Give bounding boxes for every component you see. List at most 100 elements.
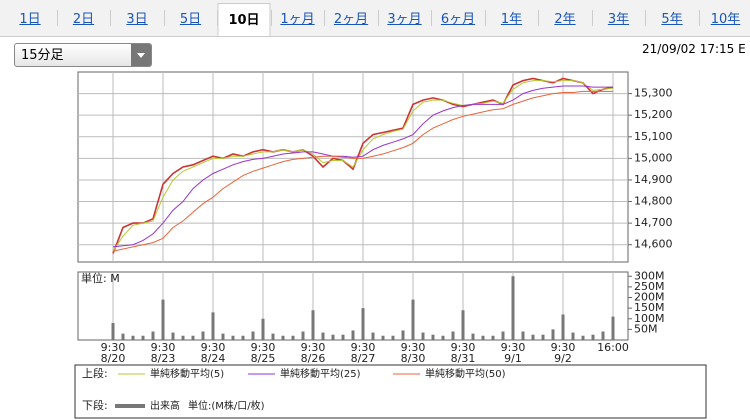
tab-separator [645, 10, 646, 26]
y-tick-label: 14,700 [634, 216, 673, 229]
select-arrow[interactable] [131, 44, 151, 66]
x-tick-label: 9:30 [101, 341, 126, 354]
tab-separator [56, 10, 58, 26]
volume-bar [351, 330, 355, 340]
legend-unit: 単位:(M株/口/枚) [188, 399, 265, 412]
x-date-label: 8/25 [251, 352, 276, 365]
tab[interactable]: 6ヶ月 [440, 12, 476, 27]
y-tick-label: 14,800 [634, 195, 673, 208]
volume-bar [111, 323, 115, 340]
tab[interactable]: 10年 [710, 12, 741, 27]
legend-entry: 単純移動平均(50) [425, 367, 506, 380]
volume-bar [311, 310, 315, 340]
x-tick-label: 9:30 [501, 341, 526, 354]
tab[interactable]: 10日 [217, 3, 271, 36]
tab[interactable]: 3年 [607, 12, 630, 27]
volume-bar [421, 332, 425, 340]
x-tick-label: 9:30 [151, 341, 176, 354]
y-tick-label: 300M [634, 269, 665, 282]
volume-bar [131, 335, 135, 340]
select-text: 15分足 [21, 48, 64, 63]
legend-lower-label: 下段: [82, 398, 108, 412]
x-date-label: 9/2 [554, 352, 572, 365]
volume-bar [461, 310, 465, 340]
volume-bar [171, 332, 175, 340]
volume-bar [401, 330, 405, 340]
timestamp: 21/09/02 17:15 E [642, 42, 746, 56]
x-tick-label: 16:00 [597, 341, 629, 354]
tab[interactable]: 5年 [661, 12, 683, 27]
legend-upper-label: 上段: [82, 366, 108, 380]
volume-bar [451, 331, 455, 340]
volume-bar [491, 335, 495, 340]
tab-separator [538, 10, 539, 26]
volume-bar [121, 333, 125, 340]
volume-bar [251, 331, 255, 340]
unit-title: 単位: M [81, 271, 120, 285]
volume-bar [511, 276, 515, 340]
x-date-label: 9/1 [504, 352, 522, 365]
x-date-label: 8/27 [351, 352, 376, 365]
volume-bar [431, 334, 435, 340]
volume-bar [211, 312, 215, 340]
x-date-label: 8/30 [401, 352, 426, 365]
price-line [112, 80, 614, 252]
volume-bar [191, 335, 195, 340]
legend-entry: 単純移動平均(25) [280, 367, 361, 380]
tab[interactable]: 3日 [126, 12, 148, 27]
tab-separator [270, 10, 272, 26]
volume-bar [281, 335, 285, 340]
volume-bar [151, 331, 155, 340]
volume-bar [241, 335, 245, 340]
y-tick-label: 200M [634, 291, 665, 304]
volume-bar [381, 335, 385, 340]
volume-bar [181, 335, 185, 340]
volume-bar [391, 335, 395, 340]
y-tick-label: 14,900 [634, 173, 673, 186]
volume-bar [331, 334, 335, 340]
price-line [112, 77, 614, 254]
interval-select[interactable]: 15分足 [14, 43, 152, 67]
tab-bar: 1日 2日 3日 5日 10日 1ヶ月 2ヶ月 3ヶ月 6ヶ月 1年 2年 3年 5年 10年 [0, 0, 750, 37]
tab[interactable]: 1年 [500, 12, 523, 27]
x-date-label: 8/31 [451, 352, 476, 365]
volume-bar [601, 331, 605, 340]
tab[interactable]: 2年 [554, 12, 576, 27]
y-tick-label: 100M [634, 312, 665, 325]
x-tick-label: 9:30 [201, 341, 226, 354]
volume-bar [591, 334, 595, 340]
x-tick-label: 9:30 [351, 341, 376, 354]
volume-bar [611, 316, 615, 340]
y-tick-label: 14,600 [634, 238, 673, 251]
legend-entry: 単純移動平均(5) [150, 367, 224, 380]
volume-bar [231, 335, 235, 340]
tab[interactable]: 5日 [179, 12, 202, 27]
tab[interactable]: 1ヶ月 [280, 12, 315, 27]
volume-bar [201, 331, 205, 340]
volume-bar [541, 334, 545, 340]
x-tick-label: 9:30 [551, 341, 576, 354]
volume-bar [271, 333, 275, 340]
volume-bar [261, 318, 265, 340]
volume-bar [551, 329, 555, 340]
x-date-label: 8/26 [301, 352, 326, 365]
tab-separator [431, 10, 432, 26]
tab[interactable]: 2ヶ月 [333, 12, 369, 27]
tab-separator [484, 10, 486, 26]
y-tick-label: 50M [634, 322, 658, 335]
tab[interactable]: 2日 [72, 12, 95, 27]
legend-box [74, 364, 707, 419]
tab-separator [698, 10, 700, 26]
y-tick-label: 15,300 [634, 87, 673, 100]
volume-bar [441, 335, 445, 340]
volume-bar [291, 335, 295, 340]
y-tick-label: 250M [634, 280, 665, 293]
price-line [112, 90, 613, 252]
tab[interactable]: 1日 [19, 12, 41, 27]
plot-area [77, 271, 629, 341]
tab-separator [163, 10, 165, 26]
y-tick-label: 15,100 [634, 130, 673, 143]
volume-bar [361, 308, 365, 340]
tab[interactable]: 3ヶ月 [387, 12, 422, 27]
